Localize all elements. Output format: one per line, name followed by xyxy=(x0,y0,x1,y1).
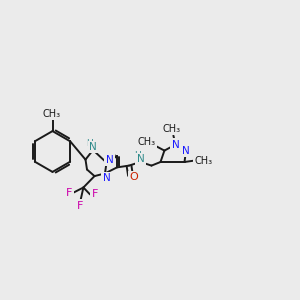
Text: N: N xyxy=(182,146,190,156)
Text: N: N xyxy=(136,154,144,164)
Text: CH₃: CH₃ xyxy=(163,124,181,134)
Text: CH₃: CH₃ xyxy=(194,155,212,166)
Text: O: O xyxy=(129,172,138,182)
Text: CH₃: CH₃ xyxy=(42,109,60,119)
Text: F: F xyxy=(66,188,72,198)
Text: N: N xyxy=(89,142,97,152)
Text: N: N xyxy=(103,173,110,183)
Text: F: F xyxy=(92,189,98,200)
Text: N: N xyxy=(106,154,113,165)
Text: H: H xyxy=(134,151,141,160)
Text: N: N xyxy=(172,140,179,150)
Text: H: H xyxy=(86,139,93,148)
Text: F: F xyxy=(77,201,84,211)
Text: CH₃: CH₃ xyxy=(137,136,155,147)
